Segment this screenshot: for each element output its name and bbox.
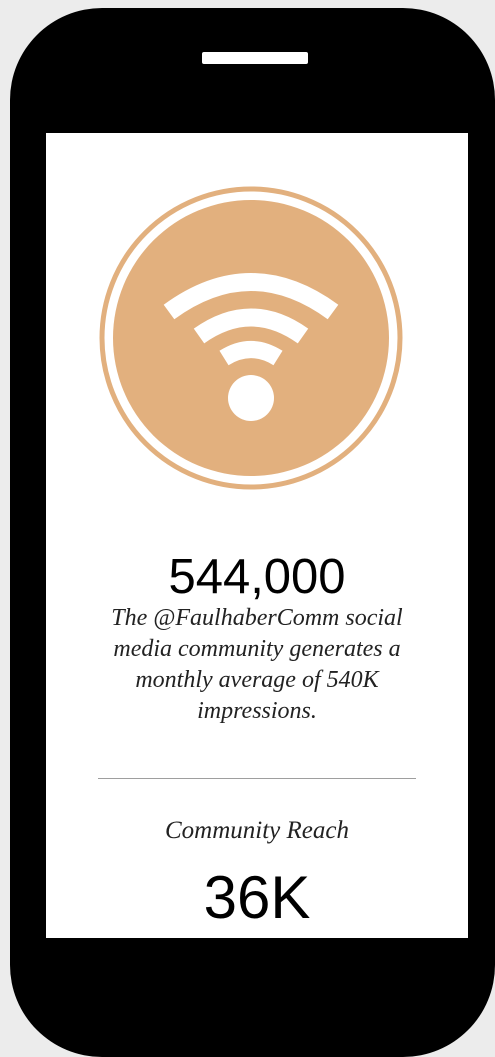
wifi-arc-outer [163,273,339,320]
wifi-dot [228,375,274,421]
section-divider [98,778,416,779]
speaker-slot [202,52,308,64]
wifi-icon [99,186,403,490]
wifi-badge-outer-ring [99,186,403,490]
wifi-badge-disc [113,200,389,476]
impressions-value: 544,000 [168,550,346,604]
community-reach-label: Community Reach [165,817,349,844]
wifi-arc-middle [193,308,309,344]
impressions-description: The @FaulhaberComm social media communit… [111,605,403,724]
phone-frame: 544,000 The @FaulhaberComm social media … [10,8,495,1057]
wifi-arc-inner [219,341,283,366]
community-reach-value: 36K [203,864,311,931]
phone-screen: 544,000 The @FaulhaberComm social media … [46,133,468,938]
